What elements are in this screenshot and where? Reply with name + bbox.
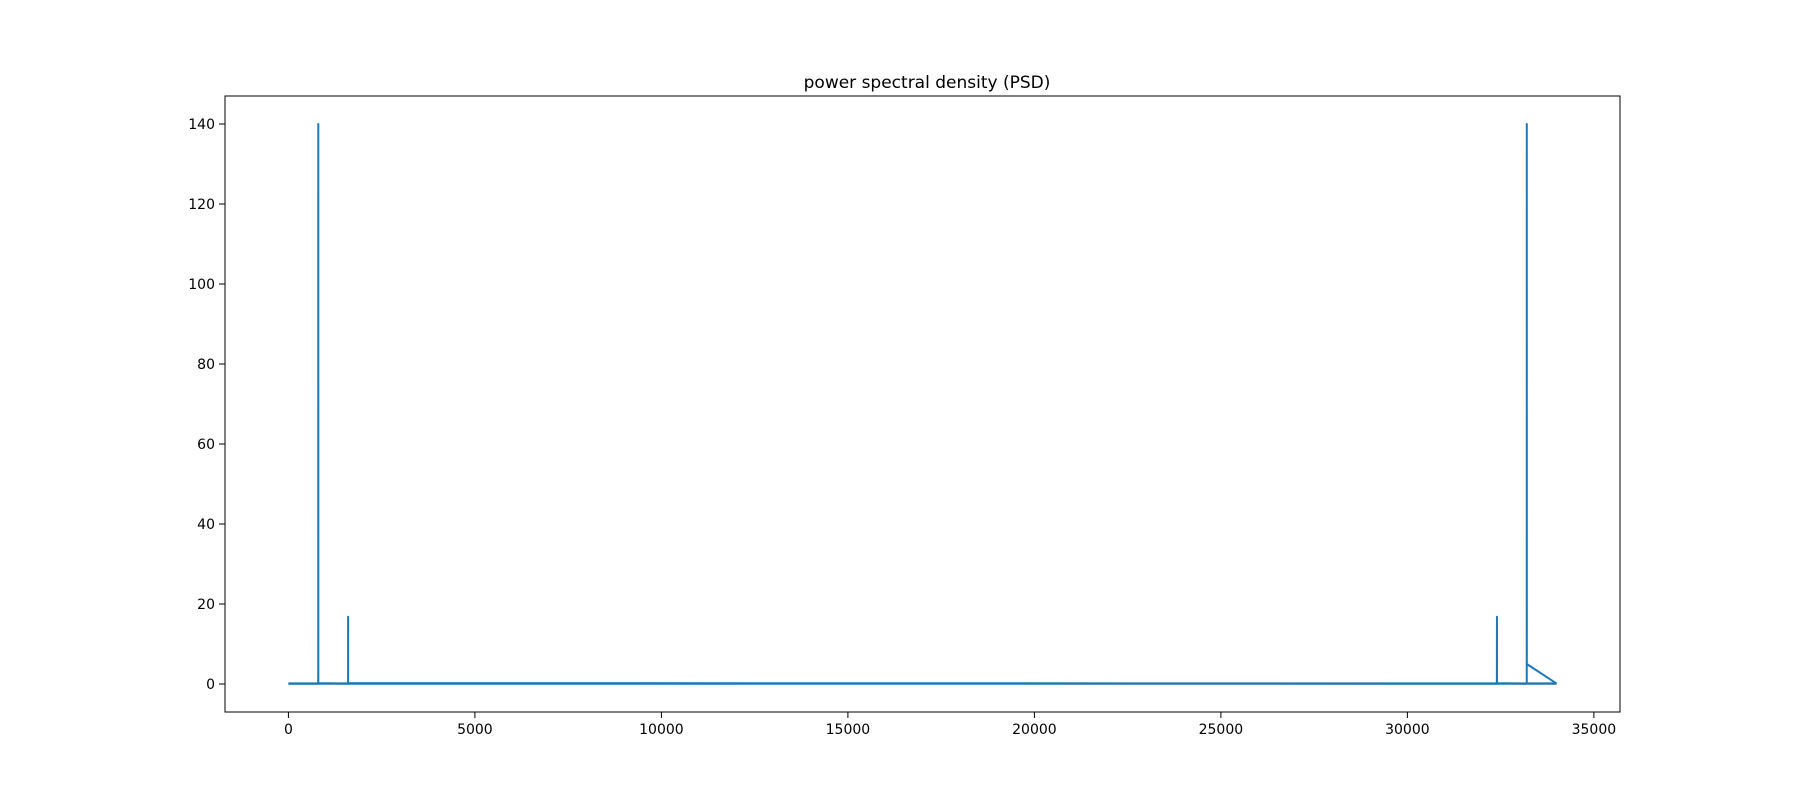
x-tick-label: 35000	[1572, 722, 1617, 738]
x-tick-label: 0	[284, 722, 293, 738]
y-tick-label: 0	[206, 677, 215, 693]
y-tick-label: 60	[197, 437, 215, 453]
series-layer	[288, 123, 1558, 685]
chart-title: power spectral density (PSD)	[804, 73, 1051, 93]
axes-frame	[224, 95, 1621, 713]
y-tick-label: 140	[188, 117, 215, 133]
y-tick-label: 40	[197, 517, 215, 533]
y-tick-label: 20	[197, 597, 215, 613]
x-tick-label: 10000	[639, 722, 684, 738]
x-tick-label: 30000	[1385, 722, 1430, 738]
y-tick-label: 120	[188, 197, 215, 213]
x-tick-label: 25000	[1199, 722, 1244, 738]
y-axis: 0 20 40 60 80 100 120 140	[188, 117, 225, 693]
y-tick-label: 100	[188, 277, 215, 293]
x-tick-label: 5000	[457, 722, 493, 738]
x-tick-label: 15000	[826, 722, 871, 738]
psd-series-line-0	[288, 123, 1558, 685]
x-axis: 0 5000 10000 15000 20000 25000 30000 35000	[284, 712, 1616, 738]
x-tick-label: 20000	[1012, 722, 1057, 738]
y-tick-label: 80	[197, 357, 215, 373]
